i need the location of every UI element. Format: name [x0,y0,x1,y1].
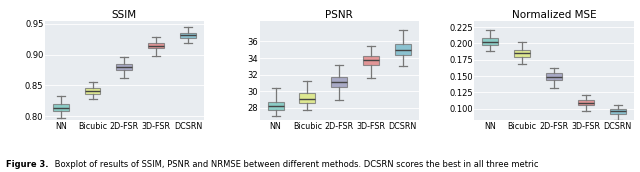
PathPatch shape [116,64,132,70]
PathPatch shape [148,43,164,48]
PathPatch shape [515,50,530,56]
Title: Normalized MSE: Normalized MSE [512,10,596,20]
PathPatch shape [363,56,379,65]
PathPatch shape [332,77,347,87]
PathPatch shape [483,38,499,45]
PathPatch shape [578,100,594,105]
PathPatch shape [84,88,100,94]
Title: PSNR: PSNR [325,10,353,20]
PathPatch shape [268,102,284,110]
PathPatch shape [546,73,562,80]
PathPatch shape [180,33,196,38]
PathPatch shape [52,104,68,111]
PathPatch shape [610,109,626,114]
Text: Boxplot of results of SSIM, PSNR and NRMSE between different methods. DCSRN scor: Boxplot of results of SSIM, PSNR and NRM… [52,160,539,169]
Title: SSIM: SSIM [112,10,137,20]
PathPatch shape [300,93,316,103]
PathPatch shape [395,44,411,55]
Text: Figure 3.: Figure 3. [6,160,49,169]
